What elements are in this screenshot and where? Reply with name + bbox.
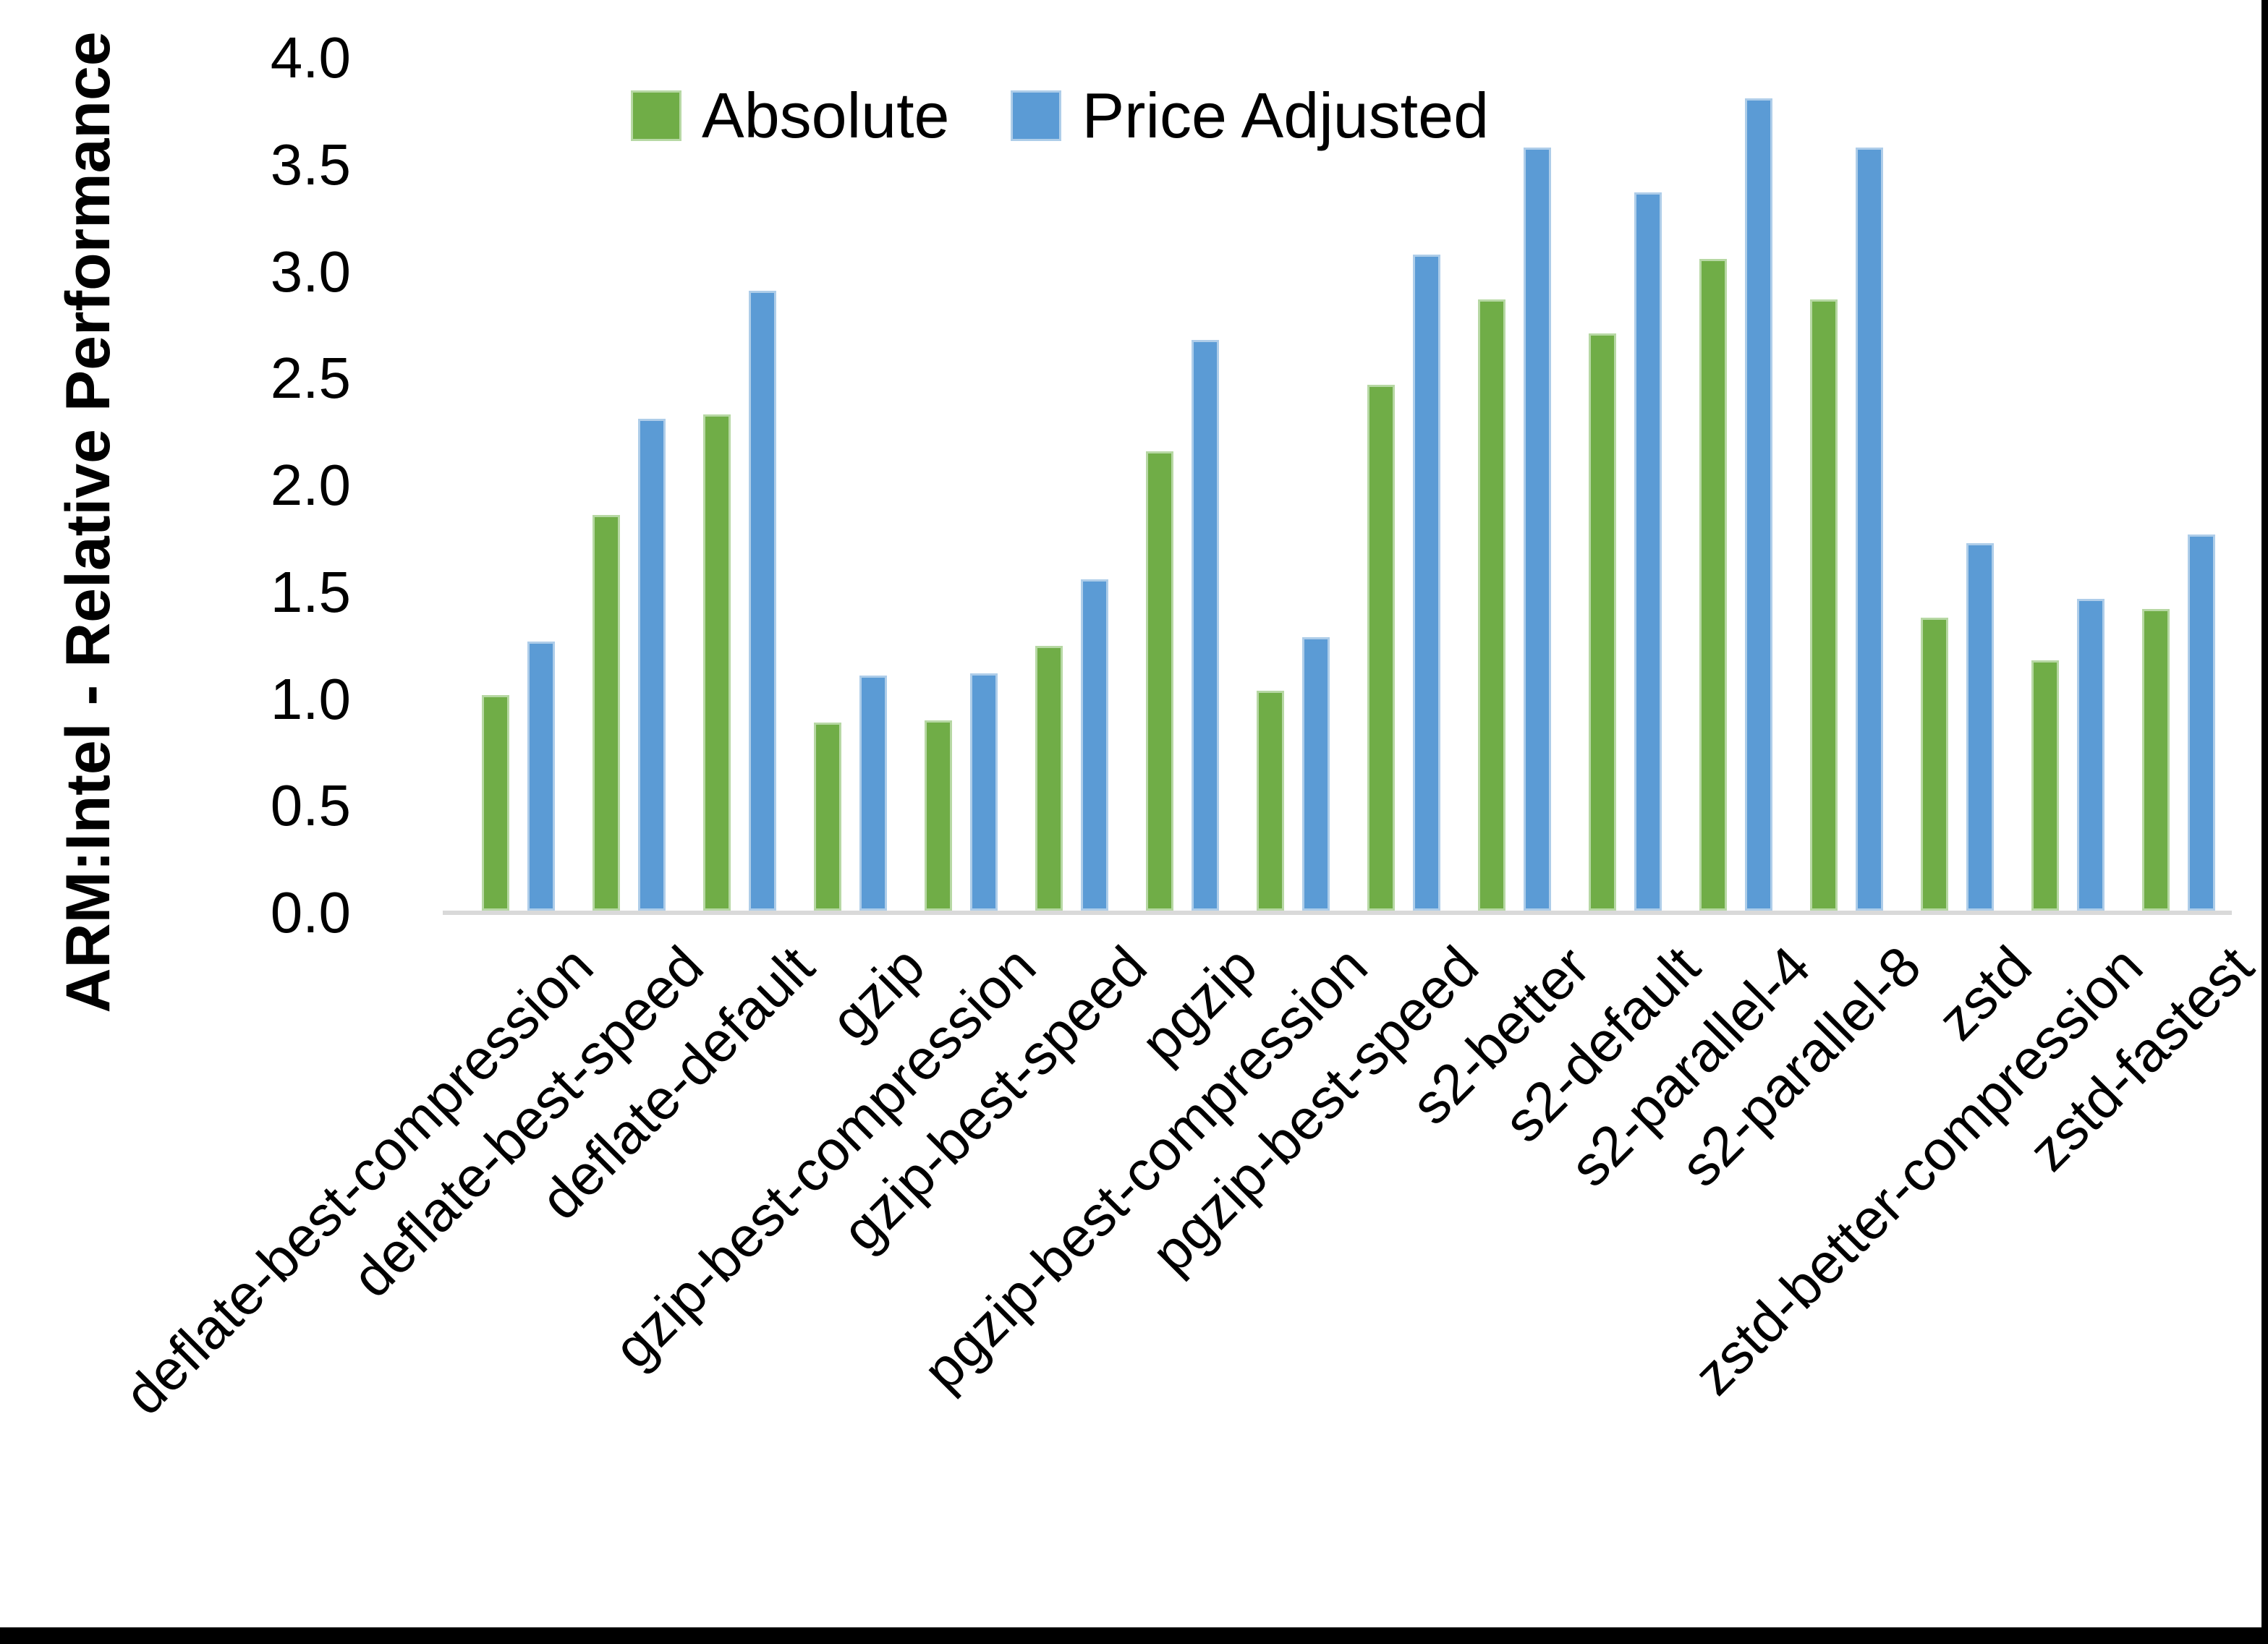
bar-absolute-pgzip-best-speed [1367, 385, 1395, 911]
y-tick-4.0: 4.0 [270, 25, 351, 90]
bar-group-gzip-best-compression [906, 0, 1016, 911]
bar-group-pgzip-best-speed [1349, 0, 1459, 911]
right-frame-bar [2261, 0, 2268, 1644]
bar-absolute-s2-parallel-4 [1699, 259, 1727, 911]
bar-absolute-zstd [1921, 618, 1948, 911]
legend-swatch-absolute [631, 90, 681, 141]
bar-price-adjusted-pgzip-best-speed [1413, 255, 1440, 911]
bar-absolute-zstd-better-compression [2031, 660, 2059, 911]
bar-group-gzip-best-speed [1016, 0, 1127, 911]
bar-absolute-gzip-best-speed [1035, 646, 1063, 911]
bar-absolute-pgzip-best-compression [1257, 691, 1284, 911]
bar-absolute-s2-parallel-8 [1810, 299, 1838, 911]
legend-entry-absolute: Absolute [631, 81, 949, 150]
bar-price-adjusted-zstd-fastest [2188, 534, 2215, 911]
y-tick-0.5: 0.5 [270, 773, 351, 838]
bar-price-adjusted-gzip-best-compression [970, 673, 998, 911]
bar-price-adjusted-gzip-best-speed [1081, 579, 1108, 911]
bar-price-adjusted-s2-parallel-8 [1856, 148, 1883, 911]
legend: Absolute Price Adjusted [631, 81, 1550, 150]
bar-group-gzip [795, 0, 906, 911]
legend-entry-price-adjusted: Price Adjusted [1011, 81, 1489, 150]
bar-price-adjusted-deflate-default [749, 291, 776, 911]
bar-price-adjusted-s2-better [1524, 148, 1551, 911]
y-tick-2.5: 2.5 [270, 346, 351, 411]
bar-group-s2-default [1570, 0, 1681, 911]
bar-absolute-zstd-fastest [2142, 609, 2170, 911]
bar-absolute-s2-default [1589, 333, 1616, 911]
bar-price-adjusted-deflate-best-speed [638, 419, 666, 911]
bar-price-adjusted-deflate-best-compression [527, 642, 555, 911]
bottom-frame-bar [0, 1627, 2268, 1644]
bar-price-adjusted-zstd [1966, 543, 1994, 911]
bar-absolute-pgzip [1146, 451, 1173, 911]
y-tick-0.0: 0.0 [270, 880, 351, 945]
bar-group-deflate-best-speed [574, 0, 684, 911]
bar-price-adjusted-pgzip-best-compression [1302, 637, 1330, 911]
bar-price-adjusted-zstd-better-compression [2077, 599, 2105, 911]
bar-absolute-gzip-best-compression [925, 720, 952, 911]
bar-group-zstd [1902, 0, 2013, 911]
bar-absolute-deflate-best-speed [593, 515, 620, 911]
y-tick-3.0: 3.0 [270, 239, 351, 304]
legend-label-absolute: Absolute [702, 80, 950, 151]
bar-price-adjusted-s2-parallel-4 [1745, 98, 1772, 911]
legend-label-price-adjusted: Price Adjusted [1082, 80, 1490, 151]
y-tick-3.5: 3.5 [270, 132, 351, 197]
y-tick-1.0: 1.0 [270, 666, 351, 731]
bar-group-s2-better [1459, 0, 1570, 911]
bar-group-zstd-fastest [2123, 0, 2234, 911]
legend-swatch-price-adjusted [1011, 90, 1062, 141]
bar-group-s2-parallel-8 [1791, 0, 1902, 911]
y-tick-2.0: 2.0 [270, 453, 351, 517]
bar-absolute-deflate-best-compression [482, 695, 509, 911]
x-axis-line [443, 911, 2232, 915]
bar-group-deflate-best-compression [463, 0, 574, 911]
bar-group-pgzip-best-compression [1238, 0, 1349, 911]
bar-absolute-s2-better [1478, 299, 1505, 911]
bar-absolute-gzip [814, 723, 841, 911]
y-tick-1.5: 1.5 [270, 559, 351, 624]
bar-group-s2-parallel-4 [1681, 0, 1791, 911]
bar-group-deflate-default [684, 0, 795, 911]
bar-price-adjusted-s2-default [1634, 192, 1662, 911]
bar-group-pgzip [1127, 0, 1238, 911]
bar-absolute-deflate-default [703, 414, 731, 911]
bar-price-adjusted-gzip [859, 676, 887, 911]
bar-price-adjusted-pgzip [1192, 340, 1219, 911]
bar-group-zstd-better-compression [2013, 0, 2123, 911]
